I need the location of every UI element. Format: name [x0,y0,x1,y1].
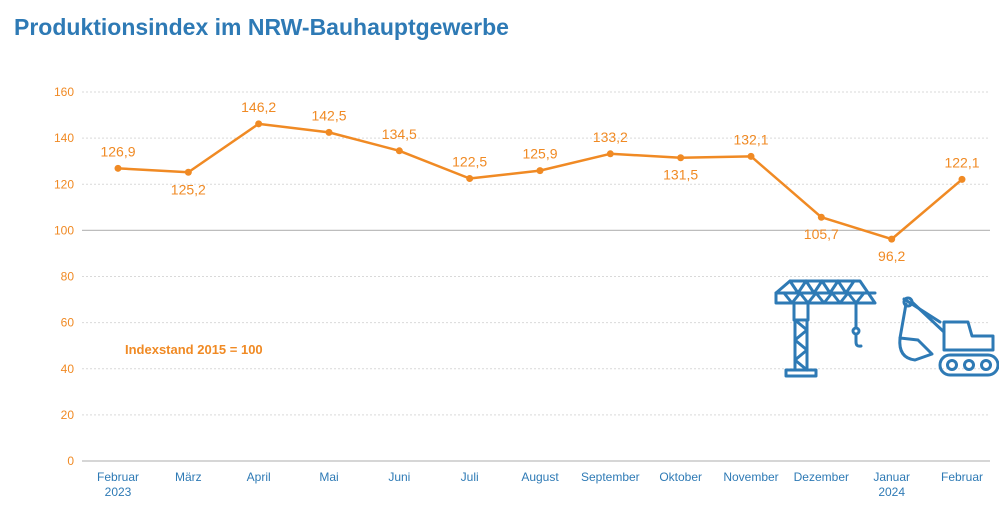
x-tick-label: April [247,470,271,484]
x-tick-label: Mai [319,470,338,484]
data-label: 126,9 [100,143,135,159]
y-tick-label: 160 [54,85,74,99]
data-point [817,213,825,221]
data-point [606,150,614,158]
x-tick-label: November [723,470,778,484]
x-tick-label: Dezember [794,470,849,484]
data-label: 122,1 [944,154,979,170]
series-index [114,120,966,243]
x-tick-label: Februar [97,470,139,484]
data-point [255,120,263,128]
data-label: 133,2 [593,129,628,145]
data-point [114,164,122,172]
x-tick-label: Juli [461,470,479,484]
x-tick-label: Februar [941,470,983,484]
y-tick-label: 80 [61,270,75,284]
data-label: 105,7 [804,226,839,242]
x-tick-label: 2023 [105,485,132,499]
crane-icon [774,279,877,378]
data-label: 134,5 [382,126,417,142]
grid-lines [82,91,990,462]
data-label: 96,2 [878,248,905,264]
x-tick-label: September [581,470,640,484]
data-point [325,128,333,136]
data-point [747,152,755,160]
y-tick-label: 60 [61,316,75,330]
x-tick-label: 2024 [878,485,905,499]
data-label: 146,2 [241,99,276,115]
data-point [536,167,544,175]
series-line [117,122,963,241]
data-point [958,175,966,183]
data-point [466,174,474,182]
x-tick-label: Oktober [659,470,702,484]
data-label: 125,2 [171,181,206,197]
data-point [888,235,896,243]
x-tick-label: August [521,470,559,484]
x-tick-label: Juni [388,470,410,484]
data-label: 142,5 [311,107,346,123]
data-point [395,147,403,155]
data-label: 125,9 [522,146,557,162]
y-axis-ticks: 0 20 40 60 80 100 120 140 160 [54,85,74,468]
index-note: Indexstand 2015 = 100 [125,342,263,357]
x-tick-label: März [175,470,202,484]
data-label: 132,1 [733,131,768,147]
chart-title: Produktionsindex im NRW-Bauhauptgewerbe [14,14,509,40]
data-label: 122,5 [452,153,487,169]
y-tick-label: 40 [61,362,75,376]
data-labels: 126,9 125,2 146,2 142,5 134,5 122,5 125,9 133,2… [100,99,979,264]
x-tick-label: Januar [873,470,910,484]
data-point [184,168,192,176]
y-tick-label: 0 [67,454,74,468]
y-tick-label: 140 [54,131,74,145]
y-tick-label: 20 [61,408,75,422]
excavator-icon [898,296,999,377]
data-label: 131,5 [663,167,698,183]
y-tick-label: 120 [54,177,74,191]
y-tick-label: 100 [54,223,74,237]
data-point [677,154,685,162]
